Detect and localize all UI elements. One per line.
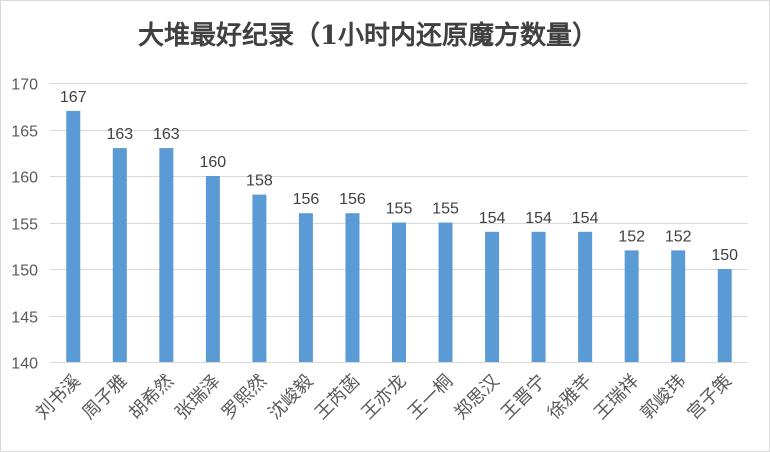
bar [578, 231, 593, 362]
data-label: 163 [106, 126, 133, 143]
y-tick-label: 150 [11, 263, 38, 280]
bar [485, 231, 500, 362]
bar [531, 231, 546, 362]
bar [66, 110, 81, 363]
bar [345, 213, 360, 362]
bar [112, 148, 127, 362]
y-axis-tick-labels: 140 145 150 155 160 165 170 [11, 77, 38, 373]
bar [671, 250, 686, 362]
bar [392, 222, 406, 362]
data-labels: 167 163 163 160 158 156 156 155 155 154 154 154 152 1… [60, 89, 738, 264]
data-label: 152 [665, 228, 692, 245]
bar [159, 148, 174, 362]
data-label: 154 [479, 210, 506, 227]
data-label: 156 [339, 191, 366, 208]
bar [717, 269, 732, 362]
data-label: 150 [711, 247, 738, 264]
bars [66, 110, 732, 363]
y-tick-label: 140 [11, 356, 38, 373]
data-label: 156 [293, 191, 320, 208]
y-tick-label: 155 [11, 217, 38, 234]
data-label: 163 [153, 126, 180, 143]
bar [438, 222, 453, 362]
data-label: 167 [60, 89, 87, 106]
data-label: 154 [525, 210, 552, 227]
chart-title: 大堆最好纪录（1小时内还原魔方数量） [138, 20, 598, 51]
y-tick-label: 170 [11, 77, 38, 94]
data-label: 155 [432, 201, 459, 218]
data-label: 160 [200, 154, 227, 171]
bar [252, 194, 267, 362]
bar [205, 176, 220, 362]
data-label: 152 [618, 228, 645, 245]
y-tick-label: 145 [11, 310, 38, 327]
y-tick-label: 160 [11, 170, 38, 187]
data-label: 155 [386, 201, 413, 218]
y-tick-label: 165 [11, 124, 38, 141]
data-label: 158 [246, 173, 273, 190]
data-label: 154 [572, 210, 599, 227]
bar [298, 213, 313, 362]
bar [624, 250, 639, 362]
